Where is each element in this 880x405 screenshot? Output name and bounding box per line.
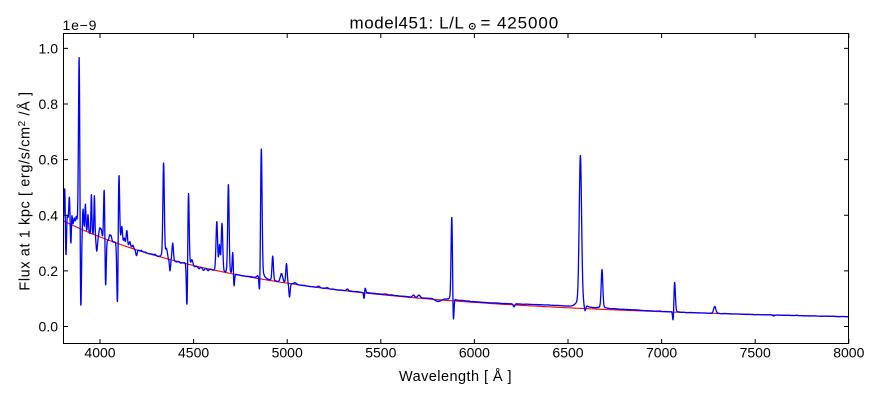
svg-text:4500: 4500 (178, 345, 209, 361)
svg-text:0.4: 0.4 (39, 207, 59, 223)
svg-text:7000: 7000 (646, 345, 677, 361)
svg-text:5000: 5000 (272, 345, 303, 361)
svg-text:= 425000: = 425000 (481, 14, 560, 33)
svg-text:7500: 7500 (740, 345, 771, 361)
svg-text:0.8: 0.8 (39, 96, 59, 112)
svg-text:5500: 5500 (365, 345, 396, 361)
svg-text:6500: 6500 (552, 345, 583, 361)
svg-text:Wavelength [ Å ]: Wavelength [ Å ] (399, 368, 512, 385)
svg-text:0.2: 0.2 (39, 263, 59, 279)
svg-text:0.0: 0.0 (39, 319, 59, 335)
svg-text:model451: L/L: model451: L/L (349, 14, 464, 33)
svg-text:1e−9: 1e−9 (63, 17, 98, 33)
svg-text:1.0: 1.0 (39, 40, 59, 56)
svg-text:4000: 4000 (84, 345, 115, 361)
svg-text:Flux at 1 kpc [ erg/s/cm2 /Å ]: Flux at 1 kpc [ erg/s/cm2 /Å ] (17, 91, 34, 290)
svg-text:0.6: 0.6 (39, 152, 59, 168)
svg-text:8000: 8000 (833, 345, 864, 361)
svg-text:6000: 6000 (459, 345, 490, 361)
